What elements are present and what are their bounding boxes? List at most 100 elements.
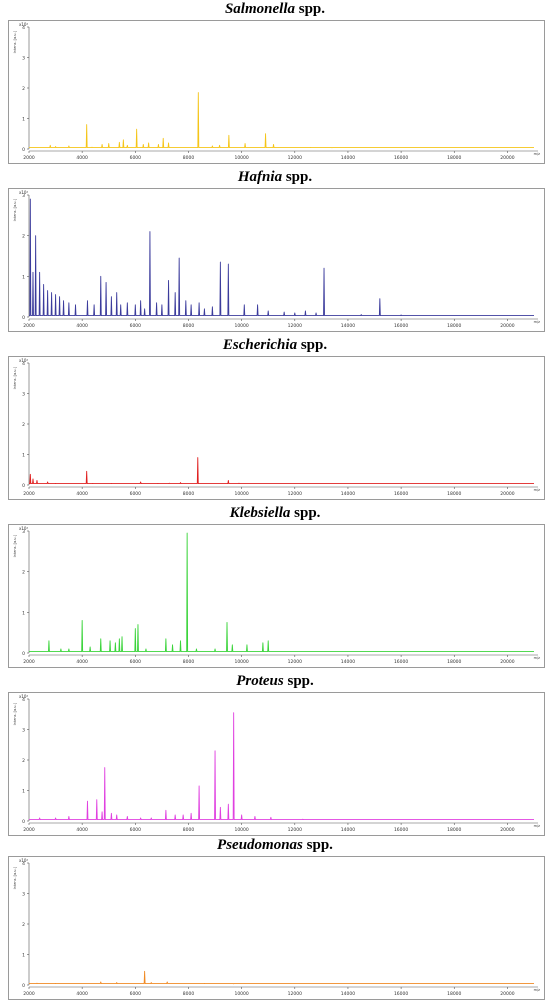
x-tick-label: 10000: [234, 827, 248, 833]
plot-frame: 0 1 2 3 x10⁴ Intens. [a.u.] 2000 4000 6000 8000 10…: [8, 524, 545, 668]
spectrum-peak: [68, 145, 69, 146]
spectrum-panel-escherichia: Escherichia spp. 0 1 2 3 4 x10⁴ Intens. [a.u.] 2…: [0, 336, 550, 502]
y-axis-label: Intens. [a.u.]: [13, 534, 17, 557]
spectrum-peak: [47, 290, 48, 291]
spectrum-peak: [143, 144, 144, 145]
x-axis-label: m/z: [534, 988, 541, 992]
spectrum-peak: [232, 644, 233, 645]
spectrum-peak: [168, 142, 169, 143]
x-tick-label: 20000: [500, 323, 514, 329]
spectrum-peak: [51, 292, 52, 293]
spectrum-peak: [111, 813, 112, 814]
spectrum-peak: [151, 817, 152, 818]
spectrum-peak: [361, 314, 362, 315]
chart-title-genus: Proteus: [236, 673, 284, 689]
spectrum-peak: [163, 138, 164, 139]
spectrum-peak: [101, 144, 102, 145]
y-tick-label: 1: [22, 453, 25, 459]
x-tick-label: 20000: [500, 491, 514, 497]
x-tick-label: 12000: [288, 155, 302, 161]
spectrum-peak: [149, 231, 150, 232]
y-tick-label: 1: [22, 610, 25, 616]
spectrum-peak: [123, 139, 124, 140]
x-tick-label: 8000: [183, 659, 195, 665]
spectrum-line: [29, 712, 534, 820]
spectrum-peak: [157, 483, 158, 484]
x-tick-label: 2000: [23, 991, 35, 997]
spectrum-peak: [68, 648, 69, 649]
y-axis-label: Intens. [a.u.]: [13, 702, 17, 725]
spectrum-line: [29, 92, 534, 149]
spectrum-peak: [169, 483, 170, 484]
x-tick-label: 18000: [447, 659, 461, 665]
spectrum-peak: [127, 145, 128, 146]
x-tick-label: 18000: [447, 827, 461, 833]
y-tick-label: 2: [22, 86, 25, 92]
x-axis-label: m/z: [534, 824, 541, 828]
x-tick-label: 12000: [288, 827, 302, 833]
spectrum-peak: [100, 276, 101, 277]
x-tick-label: 10000: [234, 323, 248, 329]
spectrum-peak: [68, 816, 69, 817]
spectrum-peak: [204, 983, 205, 984]
spectrum-peak: [214, 750, 215, 751]
spectrum-peak: [214, 648, 215, 649]
chart-title: Escherichia spp.: [0, 336, 550, 354]
spectrum-peak: [294, 312, 295, 313]
spectrum-peak: [35, 235, 36, 236]
spectrum-peak: [100, 638, 101, 639]
x-tick-label: 14000: [341, 991, 355, 997]
y-tick-label: 0: [22, 651, 25, 657]
y-tick-label: 3: [22, 193, 25, 199]
spectrum-peak: [39, 817, 40, 818]
spectrum-peak: [187, 532, 188, 533]
x-axis-label: m/z: [534, 320, 541, 324]
spectrum-peak: [331, 147, 332, 148]
y-tick-label: 3: [22, 56, 25, 62]
x-tick-label: 14000: [341, 827, 355, 833]
spectrum-peak: [87, 300, 88, 301]
spectrum-peak: [257, 304, 258, 305]
spectrum-peak: [197, 457, 198, 458]
x-tick-label: 16000: [394, 155, 408, 161]
y-tick-label: 2: [22, 234, 25, 240]
chart-title: Hafnia spp.: [0, 168, 550, 186]
y-multiplier: x10⁴: [19, 22, 28, 27]
spectrum-peak: [305, 310, 306, 311]
y-tick-label: 4: [22, 361, 25, 367]
spectrum-peak: [220, 807, 221, 808]
x-tick-label: 14000: [341, 491, 355, 497]
spectrum-peak: [136, 129, 137, 130]
spectrum-peak: [140, 817, 141, 818]
x-tick-label: 8000: [183, 491, 195, 497]
y-tick-label: 4: [22, 861, 25, 867]
y-tick-label: 3: [22, 529, 25, 535]
spectrum-line: [29, 970, 534, 985]
spectrum-peak: [244, 304, 245, 305]
spectrum-peak: [148, 142, 149, 143]
spectrum-peak: [135, 304, 136, 305]
chart-title-genus: Pseudomonas: [217, 837, 303, 853]
y-tick-label: 2: [22, 922, 25, 928]
spectrum-peak: [310, 147, 311, 148]
spectrum-peak: [219, 145, 220, 146]
chart-title-suffix: spp.: [282, 169, 313, 185]
spectrum-peak: [39, 272, 40, 273]
spectrum-peak: [47, 481, 48, 482]
spectrum-peak: [87, 801, 88, 802]
x-tick-label: 6000: [130, 991, 142, 997]
spectrum-peak: [268, 310, 269, 311]
spectrum-line: [29, 198, 534, 316]
spectrum-peak: [179, 257, 180, 258]
spectrum-peak: [140, 481, 141, 482]
y-tick-label: 4: [22, 25, 25, 31]
spectrum-peak: [82, 620, 83, 621]
x-tick-label: 4000: [76, 659, 88, 665]
spectrum-peak: [401, 314, 402, 315]
x-tick-label: 18000: [447, 991, 461, 997]
spectrum-peak: [199, 785, 200, 786]
y-tick-label: 1: [22, 117, 25, 123]
spectrum-peak: [50, 145, 51, 146]
